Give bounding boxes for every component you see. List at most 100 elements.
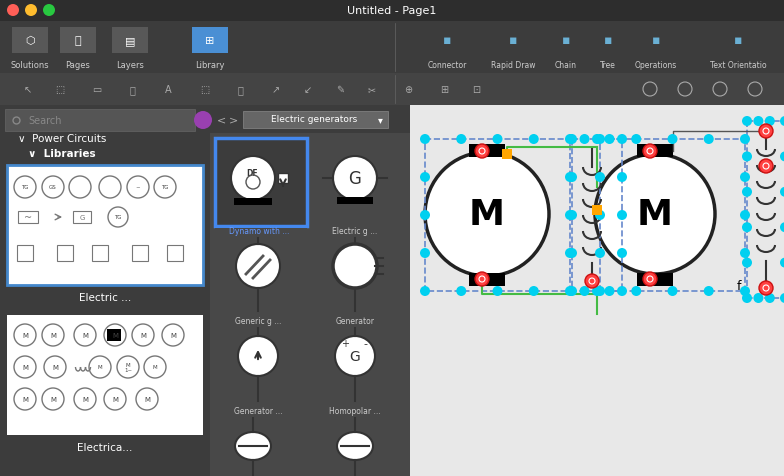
Circle shape: [592, 287, 602, 297]
Bar: [469, 273, 505, 287]
Circle shape: [753, 117, 764, 127]
Circle shape: [742, 223, 752, 233]
Text: Pages: Pages: [66, 61, 90, 70]
Bar: [410, 106, 784, 476]
Circle shape: [567, 135, 577, 145]
Circle shape: [780, 293, 784, 303]
Text: 📄: 📄: [74, 36, 82, 46]
Circle shape: [740, 210, 750, 220]
Text: Dynamo with ...: Dynamo with ...: [229, 227, 289, 236]
Text: Electric g ...: Electric g ...: [332, 227, 378, 236]
Text: ▪: ▪: [652, 33, 660, 46]
Text: ~: ~: [136, 185, 140, 190]
Text: M: M: [22, 332, 28, 338]
Circle shape: [420, 135, 430, 145]
Text: ▪: ▪: [734, 33, 742, 46]
Circle shape: [238, 336, 278, 376]
Bar: [107, 329, 121, 341]
Bar: [60, 28, 96, 54]
Circle shape: [742, 258, 752, 268]
Text: Layers: Layers: [116, 61, 144, 70]
Circle shape: [742, 293, 752, 303]
Text: G: G: [350, 349, 361, 363]
Bar: [215, 228, 307, 317]
Text: Chain: Chain: [555, 61, 577, 70]
Bar: [215, 408, 307, 476]
Circle shape: [528, 135, 539, 145]
Circle shape: [567, 248, 577, 258]
Text: Untitled - Page1: Untitled - Page1: [347, 6, 437, 16]
Text: M: M: [112, 332, 118, 338]
Text: M: M: [112, 396, 118, 402]
Text: TG: TG: [114, 215, 122, 220]
Circle shape: [333, 157, 377, 200]
Bar: [243, 112, 388, 129]
Bar: [0, 0, 784, 22]
Text: M: M: [50, 332, 56, 338]
Circle shape: [528, 287, 539, 297]
Bar: [637, 145, 673, 158]
Text: ⊞: ⊞: [205, 36, 215, 46]
Text: ↙: ↙: [304, 85, 312, 95]
Circle shape: [456, 287, 466, 297]
Bar: [215, 318, 307, 406]
Text: ⬚: ⬚: [56, 85, 64, 95]
Bar: [310, 318, 402, 406]
Text: ∨  Libraries: ∨ Libraries: [28, 149, 96, 159]
Text: ▾: ▾: [378, 115, 383, 125]
Bar: [12, 28, 48, 54]
Text: Connector: Connector: [427, 61, 466, 70]
Text: ⊡: ⊡: [472, 85, 480, 95]
Bar: [425, 140, 570, 291]
Text: M: M: [469, 198, 505, 231]
Bar: [310, 228, 402, 317]
Circle shape: [595, 287, 605, 297]
Circle shape: [643, 272, 657, 287]
Circle shape: [740, 248, 750, 258]
Circle shape: [565, 210, 575, 220]
Text: ↗: ↗: [272, 85, 280, 95]
Circle shape: [579, 287, 590, 297]
Circle shape: [492, 287, 503, 297]
Text: Generator ...: Generator ...: [234, 407, 282, 416]
Text: Generator: Generator: [336, 317, 375, 326]
Circle shape: [595, 210, 605, 220]
Circle shape: [765, 117, 775, 127]
Text: Operations: Operations: [635, 61, 677, 70]
Circle shape: [7, 5, 19, 17]
Circle shape: [565, 135, 575, 145]
Text: M: M: [637, 198, 673, 231]
Circle shape: [567, 287, 577, 297]
Text: ~: ~: [24, 213, 32, 223]
Circle shape: [780, 117, 784, 127]
Ellipse shape: [337, 432, 373, 460]
Circle shape: [592, 135, 602, 145]
Text: 💬: 💬: [237, 85, 243, 95]
Circle shape: [420, 173, 430, 183]
Text: ⬡: ⬡: [25, 36, 34, 46]
Text: M: M: [98, 365, 103, 370]
Text: ▪: ▪: [509, 33, 517, 46]
Circle shape: [742, 152, 752, 162]
Text: M: M: [153, 365, 158, 370]
Bar: [310, 408, 402, 476]
Circle shape: [617, 210, 627, 220]
Circle shape: [780, 223, 784, 233]
Bar: [234, 198, 272, 206]
Text: Solutions: Solutions: [11, 61, 49, 70]
Text: Electrica...: Electrica...: [78, 442, 132, 452]
Circle shape: [617, 173, 627, 183]
Circle shape: [631, 135, 641, 145]
Circle shape: [617, 135, 627, 145]
Text: ⬚: ⬚: [201, 85, 209, 95]
Bar: [215, 139, 307, 227]
Bar: [747, 122, 784, 298]
Text: Electric generators: Electric generators: [271, 115, 358, 124]
Text: Homopolar ...: Homopolar ...: [329, 407, 381, 416]
Circle shape: [704, 135, 713, 145]
Circle shape: [420, 287, 430, 297]
Circle shape: [595, 173, 605, 183]
Text: G: G: [79, 215, 85, 220]
Bar: [7, 166, 203, 286]
Circle shape: [759, 159, 773, 174]
